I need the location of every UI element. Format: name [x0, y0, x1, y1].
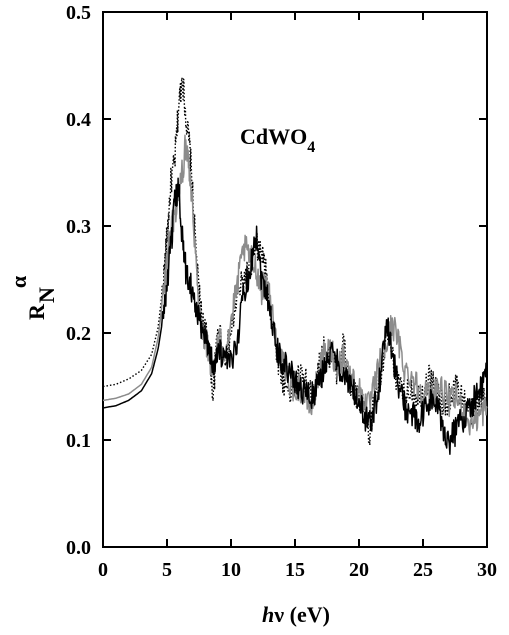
- x-axis-ticks: 0 5 10 15 20 25 30: [98, 12, 497, 581]
- series-layer: [102, 76, 488, 455]
- plot-border: [102, 11, 488, 548]
- y-tick-label: 0.3: [66, 216, 91, 238]
- annotation-main: CdWO: [240, 124, 307, 149]
- y-tick-label: 0.5: [66, 2, 91, 24]
- y-axis-ticks: 0.0 0.1 0.2 0.3 0.4 0.5: [66, 2, 487, 559]
- annotation-subscript: 4: [307, 139, 315, 156]
- y-tick-label: 0.0: [66, 537, 91, 559]
- series-line-3: [102, 177, 488, 455]
- y-axis-label-sup: α: [6, 275, 31, 288]
- x-axis-label: hν (eV): [262, 602, 330, 627]
- x-tick-label: 30: [477, 559, 497, 581]
- y-tick-label: 0.2: [66, 323, 91, 345]
- y-axis-label: R N α: [6, 275, 59, 320]
- y-tick-label: 0.4: [66, 109, 91, 131]
- y-axis-label-sub: N: [34, 287, 59, 303]
- x-tick-label: 25: [413, 559, 433, 581]
- x-tick-label: 0: [98, 559, 108, 581]
- x-axis-label-rest: ν (eV): [273, 602, 330, 627]
- series-line-2: [102, 134, 488, 436]
- x-tick-label: 20: [349, 559, 369, 581]
- x-tick-label: 15: [285, 559, 305, 581]
- compound-annotation: CdWO4: [240, 124, 315, 156]
- x-tick-label: 5: [162, 559, 172, 581]
- x-axis-label-italic: h: [262, 602, 274, 627]
- x-tick-label: 10: [221, 559, 241, 581]
- y-axis-label-main: R: [24, 303, 49, 320]
- plot-frame: [102, 11, 488, 548]
- y-tick-label: 0.1: [66, 430, 91, 452]
